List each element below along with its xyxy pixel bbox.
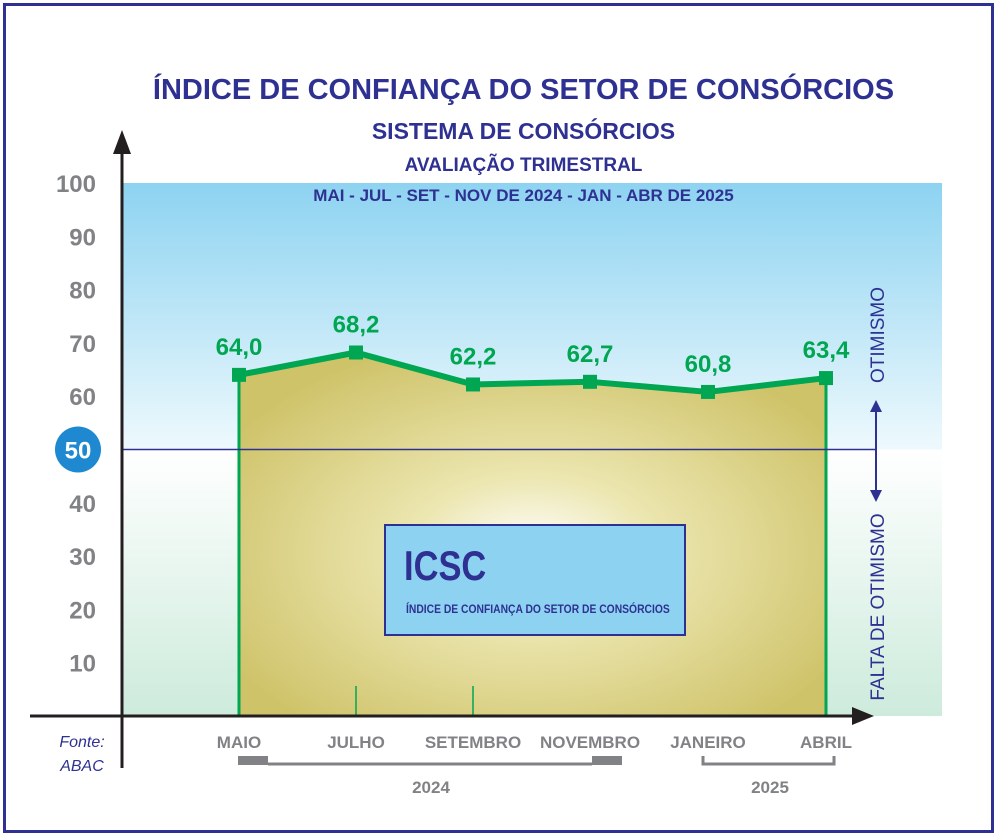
- y-tick-highlight-circle: [55, 426, 101, 473]
- value-label-novembro: 62,7: [567, 341, 614, 368]
- icsc-description: ÍNDICE DE CONFIANÇA DO SETOR DE CONSÓRCI…: [406, 602, 670, 616]
- y-tick-label-90: 90: [69, 224, 96, 251]
- x-tick-label-janeiro: JANEIRO: [670, 733, 746, 752]
- x-axis-arrow: [852, 707, 874, 725]
- chart-title: ÍNDICE DE CONFIANÇA DO SETOR DE CONSÓRCI…: [152, 74, 895, 106]
- data-point-janeiro: [701, 384, 715, 399]
- icsc-acronym: ICSC: [404, 542, 487, 589]
- x-tick-label-setembro: SETEMBRO: [425, 733, 521, 752]
- series-line: [238, 349, 827, 395]
- side-label-optimism: OTIMISMO: [868, 287, 889, 383]
- chart-evaluation: AVALIAÇÃO TRIMESTRAL: [404, 155, 643, 176]
- source-value: ABAC: [60, 758, 104, 775]
- year-label-2025: 2025: [751, 778, 789, 797]
- year-bracket-2025: [701, 756, 836, 766]
- year-bracket-2024-left-cap: [238, 756, 268, 765]
- value-label-julho: 68,2: [333, 311, 380, 338]
- x-tick-label-novembro: NOVEMBRO: [540, 733, 640, 752]
- data-point-julho: [349, 345, 363, 360]
- arrow-up-icon: [870, 400, 882, 412]
- y-tick-label-100: 100: [56, 171, 96, 198]
- y-tick-label-60: 60: [69, 384, 96, 411]
- chart-period: MAI - JUL - SET - NOV DE 2024 - JAN - AB…: [313, 186, 734, 205]
- data-point-maio: [232, 367, 246, 382]
- data-point-abril: [819, 371, 833, 386]
- y-tick-label-10: 10: [69, 651, 96, 678]
- y-tick-label-30: 30: [69, 544, 96, 571]
- value-label-janeiro: 60,8: [685, 351, 732, 378]
- x-tick-label-julho: JULHO: [327, 733, 385, 752]
- value-label-maio: 64,0: [216, 334, 263, 361]
- year-label-2024: 2024: [412, 778, 450, 797]
- y-tick-label-50: 50: [65, 438, 92, 465]
- source-note: Fonte: ABAC: [44, 731, 120, 779]
- data-point-novembro: [583, 374, 597, 389]
- x-tick-label-abril: ABRIL: [800, 733, 852, 752]
- year-bracket-2024-right-cap: [592, 756, 622, 765]
- value-label-setembro: 62,2: [450, 343, 497, 370]
- y-tick-label-40: 40: [69, 491, 96, 518]
- y-axis-arrow: [113, 130, 131, 154]
- x-tick-label-maio: MAIO: [217, 733, 261, 752]
- icsc-legend-box: ICSC ÍNDICE DE CONFIANÇA DO SETOR DE CON…: [384, 524, 686, 636]
- y-tick-label-80: 80: [69, 278, 96, 305]
- y-tick-label-70: 70: [69, 331, 96, 358]
- arrow-down-icon: [870, 490, 882, 502]
- side-label-no-optimism: FALTA DE OTIMISMO: [868, 513, 889, 700]
- value-label-abril: 63,4: [803, 337, 850, 364]
- data-point-setembro: [466, 377, 480, 392]
- source-label: Fonte:: [59, 734, 105, 751]
- chart-subtitle: SISTEMA DE CONSÓRCIOS: [371, 118, 676, 144]
- y-tick-label-20: 20: [69, 597, 96, 624]
